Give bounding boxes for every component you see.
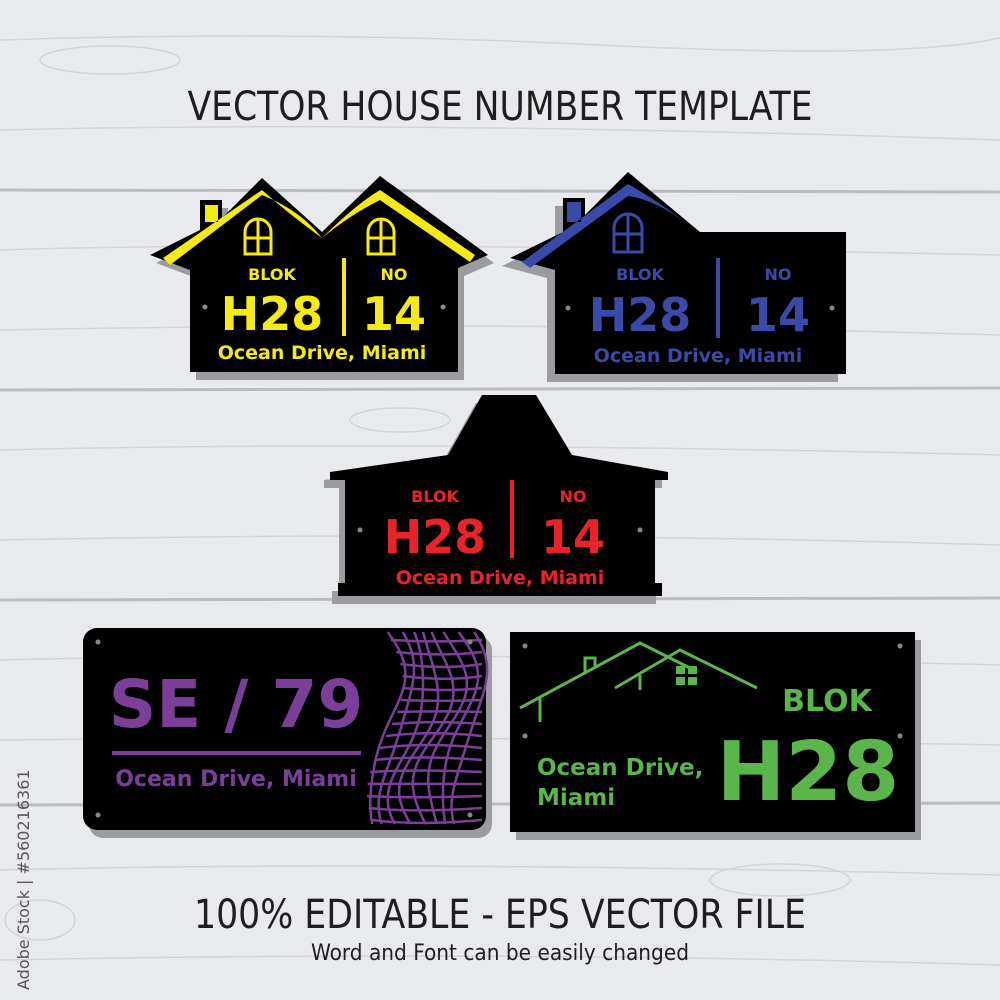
address: Ocean Drive, Miami	[218, 342, 427, 364]
mesh-line	[427, 631, 469, 825]
plate	[510, 172, 846, 374]
address: Ocean Drive, Miami	[396, 567, 605, 589]
mesh-line	[411, 631, 455, 825]
mesh-line	[374, 756, 483, 762]
plate	[83, 628, 486, 830]
sign-red-house: BLOK H28 NO 14 Ocean Drive, Miami	[324, 395, 668, 604]
no-label: NO	[381, 265, 408, 284]
mesh-line	[371, 818, 483, 825]
blok-label: BLOK	[782, 684, 873, 719]
mesh-line	[450, 631, 489, 825]
mesh-line	[400, 662, 483, 669]
plate	[150, 176, 488, 372]
blok-value: H28	[384, 510, 487, 564]
mesh-line	[385, 731, 483, 738]
sign-purple-mesh: SE / 79 Ocean Drive, Miami	[83, 628, 492, 838]
blok-label: BLOK	[411, 487, 459, 506]
sign-green-roofline: BLOK H28 Ocean Drive, Miami	[510, 632, 921, 840]
plate	[330, 395, 668, 596]
sign-yellow-twin-house: BLOK H28 NO 14 Ocean Drive, Miami	[150, 176, 494, 380]
roof-line-icon	[519, 641, 758, 722]
roof-trim	[163, 190, 475, 265]
footer-headline: 100% EDITABLE - EPS VECTOR FILE	[194, 892, 806, 938]
footer-subline: Word and Font can be easily changed	[311, 941, 689, 966]
address-line-2: Miami	[537, 785, 615, 811]
underline	[112, 751, 361, 755]
mesh-line	[400, 698, 483, 703]
address: Ocean Drive, Miami	[594, 345, 803, 367]
mesh-line	[402, 674, 483, 681]
no-value: 14	[746, 288, 810, 342]
house-number: SE / 79	[109, 666, 364, 743]
no-label: NO	[765, 265, 792, 284]
window-icon	[612, 212, 644, 254]
mesh-line	[402, 686, 483, 692]
mesh-line	[397, 631, 440, 825]
no-label: NO	[560, 487, 587, 506]
no-value: 14	[541, 510, 605, 564]
blok-label: BLOK	[616, 265, 664, 284]
blok-value: H28	[717, 725, 900, 820]
mesh-line	[370, 769, 483, 774]
watermark: Adobe Stock | #560216361	[14, 769, 33, 990]
address-line-1: Ocean Drive,	[537, 755, 703, 781]
mesh-line	[386, 631, 425, 825]
blok-label: BLOK	[248, 265, 296, 284]
mesh-line	[377, 631, 416, 825]
address: Ocean Drive, Miami	[115, 767, 357, 792]
mesh-line	[397, 710, 483, 714]
sign-blue-house: BLOK H28 NO 14 Ocean Drive, Miami	[502, 172, 846, 382]
mesh-line	[367, 794, 483, 799]
mesh-pattern	[367, 631, 489, 825]
mesh-line	[396, 650, 483, 656]
mesh-line	[391, 638, 483, 643]
mesh-line	[379, 743, 483, 750]
mesh-line	[368, 806, 483, 812]
blok-value: H28	[221, 287, 324, 341]
blok-value: H28	[589, 288, 692, 342]
page-title: VECTOR HOUSE NUMBER TEMPLATE	[188, 84, 813, 130]
roof-trim	[522, 184, 700, 268]
window-icon	[243, 217, 396, 256]
mesh-line	[391, 720, 483, 726]
no-value: 14	[362, 287, 426, 341]
